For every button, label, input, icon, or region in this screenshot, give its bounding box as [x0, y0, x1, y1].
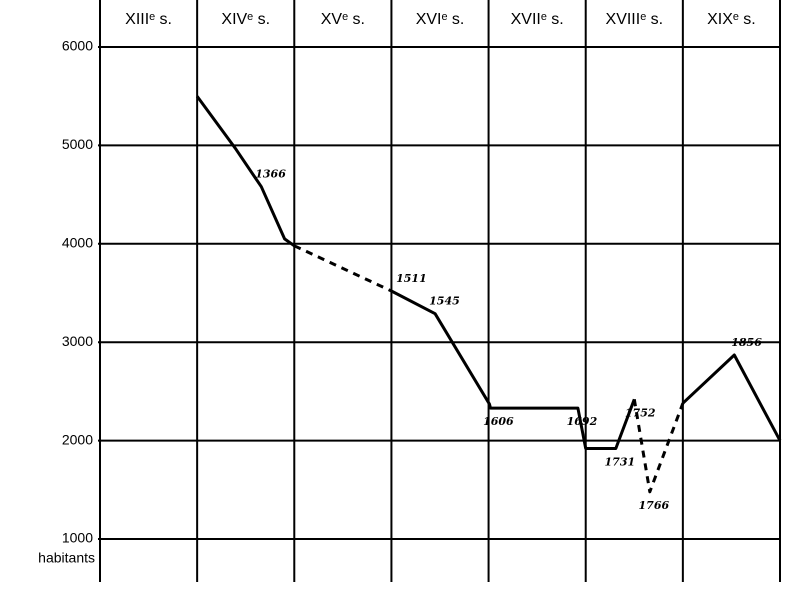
y-tick-label: 3000 [62, 333, 93, 349]
column-header: XVIᵉ s. [416, 11, 465, 28]
year-annotation: 1766 [639, 499, 670, 512]
y-tick-label: 6000 [62, 38, 93, 54]
column-header: XVIIᵉ s. [511, 11, 564, 28]
column-header: XIVᵉ s. [221, 11, 270, 28]
column-header: XIIIᵉ s. [125, 11, 172, 28]
column-header: XVIIIᵉ s. [606, 11, 664, 28]
year-annotation: 1366 [255, 168, 286, 181]
population-line [390, 289, 636, 450]
year-annotation: 1692 [567, 415, 598, 428]
population-line [632, 399, 685, 494]
population-line [293, 244, 393, 293]
y-tick-label: 1000 [62, 530, 93, 546]
y-tick-label: 4000 [62, 235, 93, 251]
year-annotation: 1752 [625, 406, 656, 419]
population-line [681, 353, 782, 442]
column-header: XVᵉ s. [321, 11, 365, 28]
year-annotation: 1511 [396, 272, 427, 285]
year-annotation: 1606 [483, 415, 514, 428]
year-annotation: 1731 [605, 455, 636, 468]
year-annotation: 1545 [429, 295, 460, 308]
population-line [195, 95, 296, 248]
y-tick-label: 5000 [62, 136, 93, 152]
column-header: XIXᵉ s. [707, 11, 756, 28]
y-axis-label: habitants [38, 550, 95, 566]
year-annotation: 1856 [731, 336, 762, 349]
y-tick-label: 2000 [62, 431, 93, 447]
